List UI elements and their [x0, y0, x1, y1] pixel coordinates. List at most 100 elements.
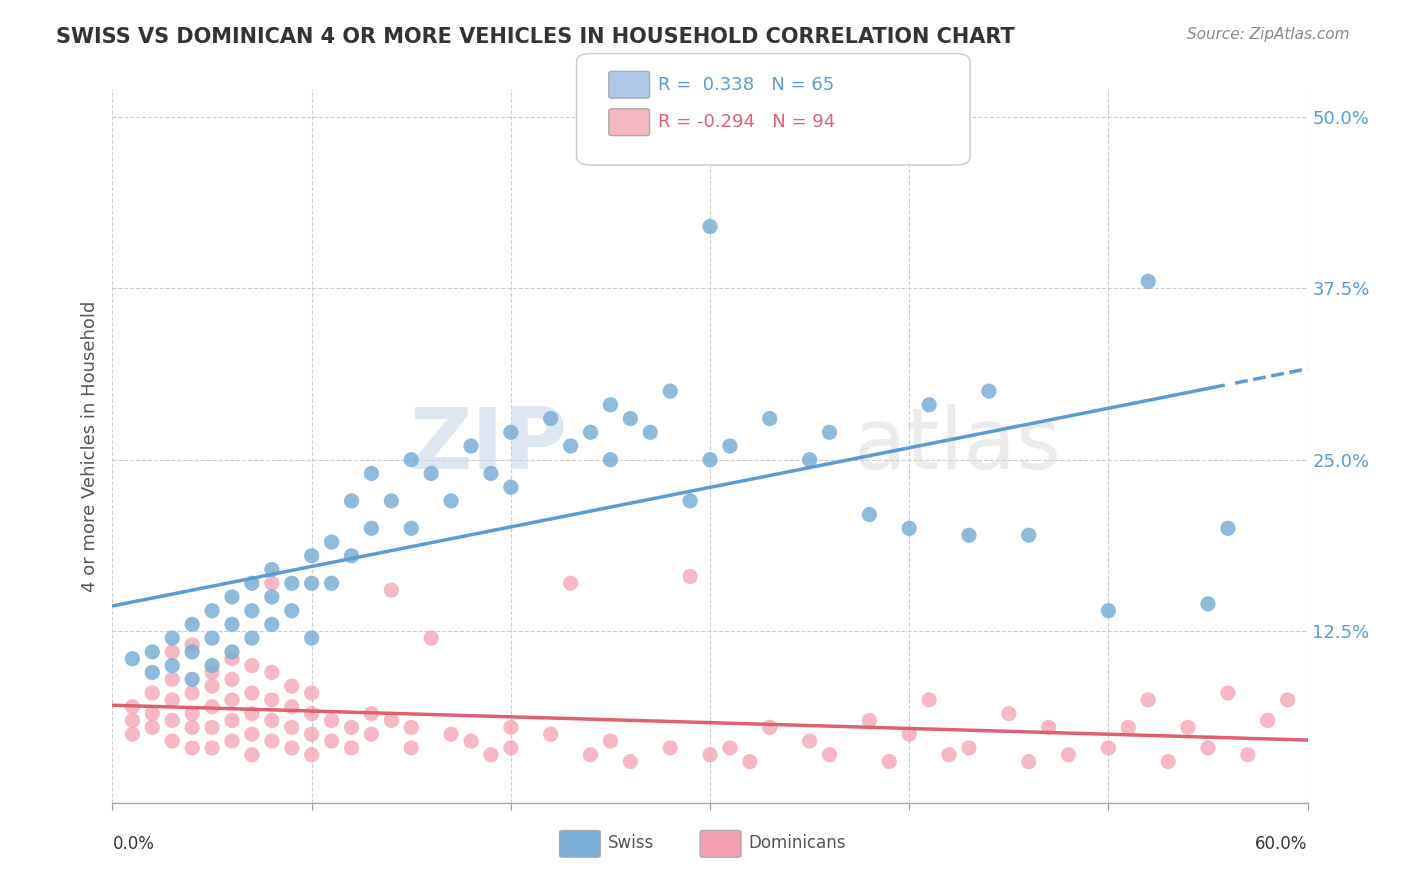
- Point: [380, 494, 402, 508]
- Point: [1157, 755, 1180, 769]
- Point: [240, 706, 263, 721]
- Point: [998, 706, 1021, 721]
- Point: [181, 638, 204, 652]
- Point: [240, 686, 263, 700]
- Point: [340, 720, 363, 734]
- Point: [260, 590, 283, 604]
- Point: [659, 384, 682, 398]
- Point: [260, 576, 283, 591]
- Point: [221, 645, 243, 659]
- Text: atlas: atlas: [853, 404, 1062, 488]
- Point: [1237, 747, 1260, 762]
- Point: [360, 467, 382, 481]
- Point: [301, 549, 323, 563]
- Point: [818, 425, 841, 440]
- Point: [560, 576, 582, 591]
- Point: [121, 699, 143, 714]
- Point: [181, 720, 204, 734]
- Point: [162, 734, 183, 748]
- Point: [260, 734, 283, 748]
- Point: [240, 631, 263, 645]
- Point: [260, 714, 283, 728]
- Point: [240, 727, 263, 741]
- Point: [1257, 714, 1279, 728]
- Point: [1097, 740, 1119, 755]
- Point: [221, 651, 243, 665]
- Point: [181, 673, 204, 687]
- Point: [360, 706, 382, 721]
- Point: [301, 576, 323, 591]
- Point: [301, 686, 323, 700]
- Point: [679, 569, 702, 583]
- Point: [1137, 274, 1160, 288]
- Point: [380, 583, 402, 598]
- Point: [181, 686, 204, 700]
- Point: [699, 452, 721, 467]
- Point: [141, 665, 163, 680]
- Point: [699, 219, 721, 234]
- Point: [499, 480, 522, 494]
- Point: [1216, 686, 1239, 700]
- Point: [401, 452, 423, 467]
- Y-axis label: 4 or more Vehicles in Household: 4 or more Vehicles in Household: [80, 301, 98, 591]
- Point: [818, 747, 841, 762]
- Point: [1057, 747, 1080, 762]
- Point: [460, 439, 482, 453]
- Point: [301, 727, 323, 741]
- Point: [240, 658, 263, 673]
- Point: [1018, 755, 1040, 769]
- Point: [659, 740, 682, 755]
- Point: [540, 727, 562, 741]
- Point: [340, 740, 363, 755]
- Point: [281, 679, 304, 693]
- Text: R = -0.294   N = 94: R = -0.294 N = 94: [658, 113, 835, 131]
- Point: [799, 452, 821, 467]
- Point: [121, 651, 143, 665]
- Point: [301, 747, 323, 762]
- Point: [479, 747, 502, 762]
- Point: [1118, 720, 1140, 734]
- Point: [340, 494, 363, 508]
- Point: [201, 740, 224, 755]
- Point: [977, 384, 1000, 398]
- Point: [579, 425, 602, 440]
- Point: [579, 747, 602, 762]
- Point: [1137, 693, 1160, 707]
- Point: [619, 411, 641, 425]
- Point: [181, 740, 204, 755]
- Point: [321, 535, 343, 549]
- Point: [121, 727, 143, 741]
- Point: [957, 740, 980, 755]
- Point: [360, 521, 382, 535]
- Point: [619, 755, 641, 769]
- Point: [121, 714, 143, 728]
- Point: [1277, 693, 1299, 707]
- Point: [260, 693, 283, 707]
- Point: [1038, 720, 1060, 734]
- Point: [938, 747, 960, 762]
- Point: [321, 714, 343, 728]
- Point: [141, 645, 163, 659]
- Point: [759, 411, 782, 425]
- Point: [221, 693, 243, 707]
- Point: [301, 631, 323, 645]
- Point: [340, 549, 363, 563]
- Point: [141, 686, 163, 700]
- Point: [260, 665, 283, 680]
- Point: [898, 521, 921, 535]
- Point: [699, 747, 721, 762]
- Point: [718, 439, 741, 453]
- Point: [162, 645, 183, 659]
- Point: [918, 693, 941, 707]
- Point: [260, 562, 283, 576]
- Point: [401, 720, 423, 734]
- Text: R =  0.338   N = 65: R = 0.338 N = 65: [658, 76, 834, 94]
- Point: [898, 727, 921, 741]
- Point: [1097, 604, 1119, 618]
- Point: [162, 693, 183, 707]
- Point: [679, 494, 702, 508]
- Point: [799, 734, 821, 748]
- Point: [440, 727, 463, 741]
- Point: [599, 734, 621, 748]
- Point: [640, 425, 662, 440]
